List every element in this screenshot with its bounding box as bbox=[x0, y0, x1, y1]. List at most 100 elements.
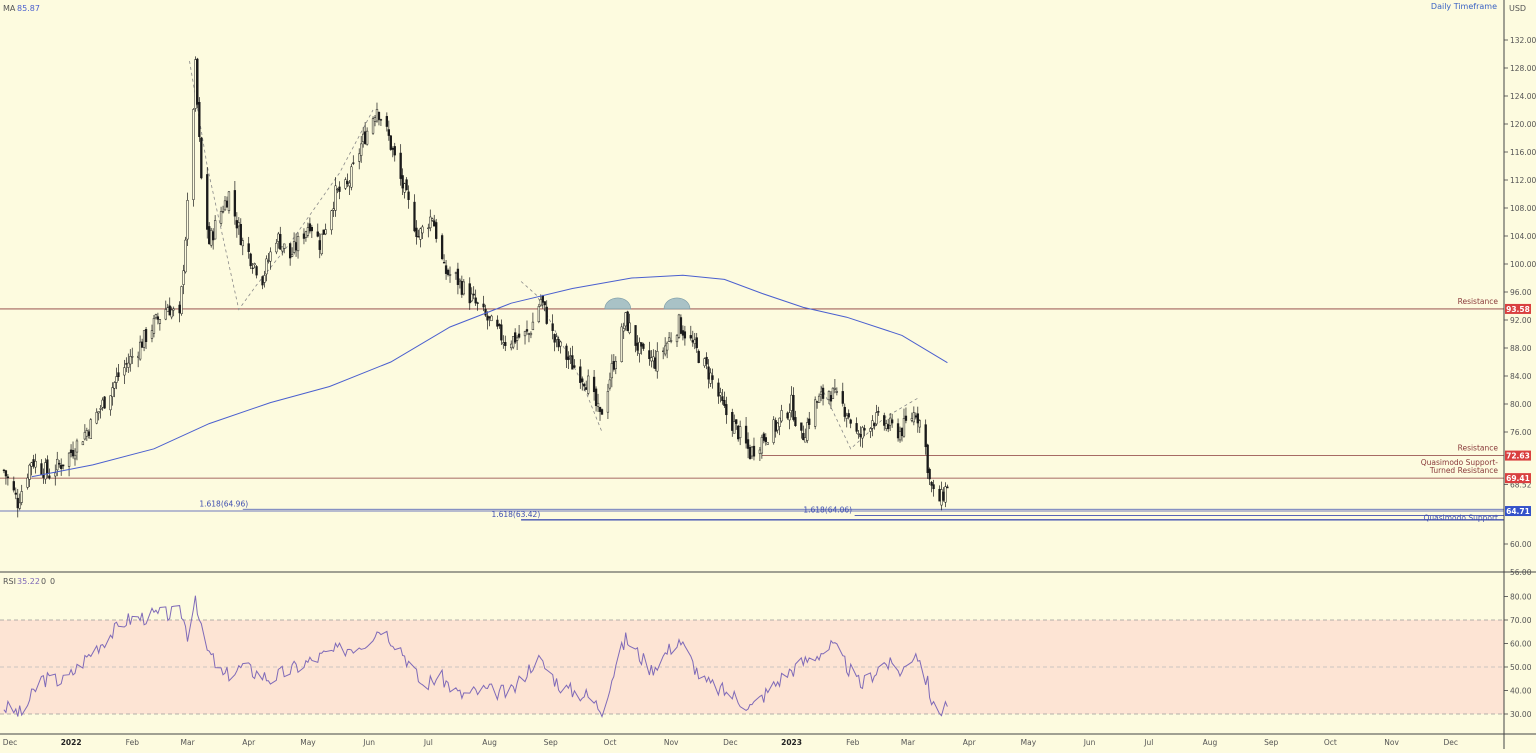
candle-body bbox=[212, 231, 215, 241]
candle-body bbox=[664, 345, 667, 355]
time-tick-label: Sep bbox=[1264, 738, 1278, 747]
price-axis[interactable]: 132.00 128.00 124.00 120.00 116.00 112.00 108.… bbox=[1504, 36, 1536, 577]
rsi-legend-value: 35.22 bbox=[17, 577, 40, 586]
candle-body bbox=[95, 411, 98, 424]
candle-body bbox=[721, 396, 724, 401]
candle-body bbox=[928, 468, 931, 480]
candle-body bbox=[164, 309, 167, 320]
time-tick-label: Jul bbox=[1143, 738, 1153, 747]
candle-body bbox=[156, 316, 160, 320]
price-tick-label: 132.00 bbox=[1510, 36, 1536, 45]
candle-body bbox=[709, 372, 712, 384]
time-tick-label: Mar bbox=[901, 738, 916, 747]
candle-body bbox=[926, 444, 929, 473]
candle-body bbox=[405, 179, 408, 191]
candle-body bbox=[555, 336, 558, 340]
candle-body bbox=[58, 462, 61, 465]
candle-body bbox=[168, 305, 171, 316]
candle-body bbox=[739, 426, 742, 438]
price-badge bbox=[1505, 303, 1531, 314]
candle-body bbox=[200, 137, 203, 179]
candle-body bbox=[113, 382, 116, 389]
double-top-dome bbox=[604, 297, 632, 310]
candle-body bbox=[123, 367, 126, 376]
candle-body bbox=[460, 281, 464, 295]
time-tick-label: Oct bbox=[1324, 738, 1337, 747]
candle-body bbox=[583, 383, 586, 387]
candle-body bbox=[208, 226, 211, 245]
rsi-axis[interactable]: 80.00 70.00 60.00 50.00 40.00 30.00 bbox=[1504, 593, 1532, 720]
candle-body bbox=[707, 366, 710, 380]
candle-body bbox=[488, 316, 491, 319]
candle-body bbox=[75, 440, 79, 453]
candle-body bbox=[322, 229, 325, 235]
candle-body bbox=[774, 420, 777, 432]
candle-body bbox=[290, 254, 294, 257]
candle-body bbox=[648, 350, 651, 360]
candle-body bbox=[44, 462, 47, 480]
ma-legend-label: MA bbox=[3, 4, 16, 13]
time-axis[interactable]: Dec 2022 Feb Mar Apr May Jun Jul Aug Sep Oct Nov Dec… bbox=[3, 738, 1458, 747]
candle-body bbox=[557, 338, 560, 348]
candle-body bbox=[573, 365, 576, 368]
candle-body bbox=[849, 419, 852, 424]
candle-body bbox=[103, 396, 106, 409]
candle-body bbox=[158, 319, 162, 324]
candle-body bbox=[170, 309, 173, 318]
candle-body bbox=[512, 336, 515, 348]
candle-body bbox=[358, 153, 361, 162]
candle-body bbox=[20, 491, 23, 503]
candle-body bbox=[421, 226, 424, 234]
candle-body bbox=[269, 251, 272, 262]
candle-body bbox=[652, 356, 655, 362]
candle-body bbox=[277, 233, 280, 242]
candle-body bbox=[863, 428, 866, 431]
candle-body bbox=[413, 201, 416, 232]
candle-body bbox=[302, 233, 306, 239]
candle-body bbox=[703, 358, 706, 367]
candle-body bbox=[877, 411, 880, 413]
candle-body bbox=[691, 340, 694, 343]
time-tick-label: Oct bbox=[603, 738, 616, 747]
price-tick-label: 80.00 bbox=[1510, 400, 1532, 409]
candle-body bbox=[28, 464, 31, 480]
candle-body bbox=[393, 146, 396, 156]
candle-body bbox=[585, 387, 588, 390]
fib-levels: 1.618(64.96) 1.618(63.42) 1.618(64.06) bbox=[199, 499, 1504, 521]
candle-body bbox=[794, 417, 797, 426]
candle-body bbox=[527, 333, 531, 335]
candle-body bbox=[227, 191, 231, 211]
candle-body bbox=[924, 424, 927, 448]
candle-body bbox=[814, 399, 817, 427]
time-tick-label: Aug bbox=[1203, 738, 1218, 747]
candle-body bbox=[387, 129, 390, 136]
rsi-tick-label: 60.00 bbox=[1510, 640, 1532, 649]
candle-body bbox=[26, 477, 29, 488]
price-badges: 93.58 72.63 69.41 64.71 bbox=[1505, 303, 1531, 517]
candle-body bbox=[847, 413, 850, 418]
time-tick-label: Dec bbox=[723, 738, 738, 747]
candle-body bbox=[677, 314, 681, 338]
candle-body bbox=[600, 409, 604, 415]
candle-body bbox=[762, 433, 765, 441]
candle-body bbox=[71, 450, 75, 457]
candle-body bbox=[389, 135, 392, 150]
time-tick-label: Jun bbox=[1083, 738, 1096, 747]
candle-body bbox=[125, 363, 128, 365]
candle-body bbox=[683, 331, 687, 339]
candle-body bbox=[407, 191, 410, 200]
candle-body bbox=[744, 425, 748, 444]
candle-body bbox=[752, 445, 756, 457]
candle-body bbox=[152, 318, 156, 334]
candle-body bbox=[219, 211, 223, 224]
candle-body bbox=[6, 476, 10, 479]
candle-body bbox=[292, 241, 296, 253]
candle-body bbox=[32, 459, 35, 467]
horizontal-levels: Resistance Resistance Quasimodo Support-Tu… bbox=[0, 297, 1504, 523]
candle-body bbox=[531, 321, 535, 331]
rsi-line bbox=[3, 595, 948, 719]
candle-body bbox=[89, 419, 92, 439]
candle-body bbox=[111, 387, 114, 397]
candle-body bbox=[360, 143, 363, 156]
